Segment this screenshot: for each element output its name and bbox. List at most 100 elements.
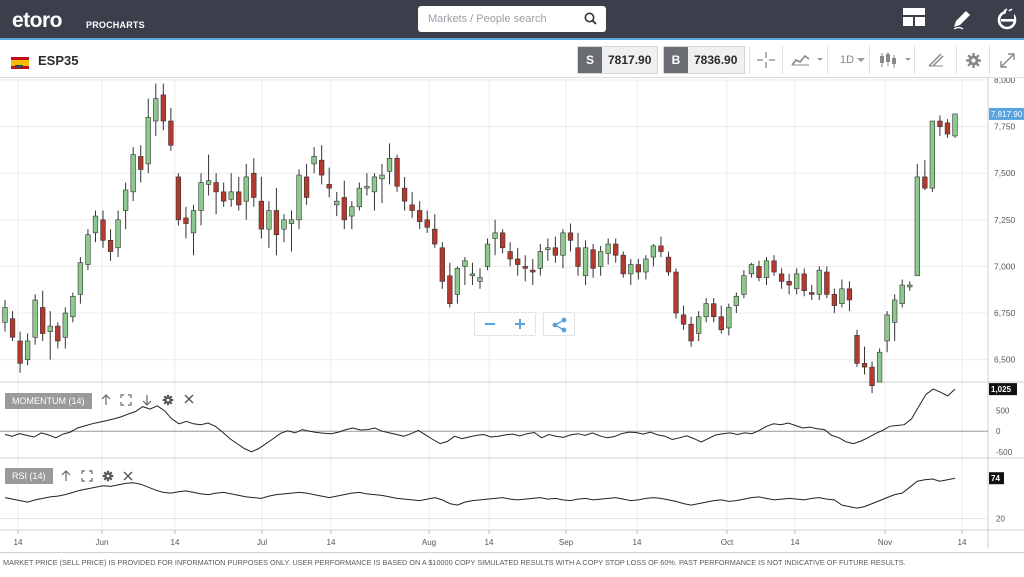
candle-down[interactable] [937,120,943,127]
candle-up[interactable] [62,312,68,338]
candle-up[interactable] [907,284,913,288]
candle-down[interactable] [665,256,672,273]
sell-price-button[interactable]: S 7817.90 [577,46,658,74]
candle-down[interactable] [711,303,717,318]
candle-up[interactable] [929,120,936,189]
close-icon[interactable] [184,394,194,407]
candle-down[interactable] [718,316,724,331]
candle-up[interactable] [145,116,151,165]
crosshair-button[interactable] [749,46,782,74]
candle-down[interactable] [922,176,928,189]
candle-down[interactable] [432,228,438,245]
candle-up[interactable] [122,189,129,211]
candle-down[interactable] [613,243,619,256]
candle-down[interactable] [40,307,46,334]
candle-up[interactable] [115,219,121,249]
candle-up[interactable] [696,316,702,334]
candle-down[interactable] [854,335,860,364]
candle-up[interactable] [545,247,551,250]
candle-down[interactable] [809,292,815,295]
candle-up[interactable] [190,210,197,234]
candle-up[interactable] [454,267,461,295]
candle-down[interactable] [515,258,521,265]
candle-up[interactable] [899,284,905,305]
candle-up[interactable] [364,185,370,189]
candle-down[interactable] [756,266,762,278]
candle-down[interactable] [417,210,423,222]
candle-down[interactable] [771,260,777,273]
drawing-tools-button[interactable] [914,46,956,74]
candle-down[interactable] [507,251,513,260]
candle-up[interactable] [628,264,634,275]
candle-down[interactable] [138,156,144,170]
candle-up[interactable] [484,243,491,267]
candle-up[interactable] [349,206,355,217]
candle-up[interactable] [462,260,468,267]
candle-down[interactable] [499,232,506,249]
candle-down[interactable] [688,323,694,342]
close-icon[interactable] [123,471,133,484]
candle-up[interactable] [597,251,604,267]
candle-up[interactable] [24,340,31,360]
candle-down[interactable] [522,266,528,269]
etoro-logo[interactable]: etoro [12,9,63,33]
candle-up[interactable] [266,210,272,230]
candle-up[interactable] [228,191,234,200]
candle-up[interactable] [386,157,393,172]
candle-down[interactable] [55,325,61,342]
indicator-settings-icon[interactable] [102,470,114,485]
candle-down[interactable] [869,366,875,387]
candle-down[interactable] [17,340,23,364]
maximize-icon[interactable] [81,470,93,485]
candle-up[interactable] [477,277,483,282]
candle-down[interactable] [319,159,325,176]
candle-down[interactable] [236,191,242,206]
share-button[interactable] [543,312,575,336]
candle-down[interactable] [861,363,868,368]
candle-up[interactable] [643,258,649,273]
candle-up[interactable] [334,200,340,206]
candle-up[interactable] [130,154,136,193]
candle-up[interactable] [379,174,385,180]
candle-down[interactable] [658,245,664,252]
candle-up[interactable] [816,269,822,295]
candle-up[interactable] [914,176,920,277]
candle-down[interactable] [786,281,792,286]
candle-up[interactable] [763,260,770,278]
candle-up[interactable] [794,273,800,290]
chart-type-dropdown[interactable] [869,46,914,74]
price-chart[interactable]: 8,000 7,750 7,500 7,250 7,000 6,750 6,500 7,817… [0,78,1024,552]
candle-down[interactable] [620,254,626,275]
candle-down[interactable] [303,176,310,198]
candle-up[interactable] [884,314,890,342]
candle-down[interactable] [401,187,408,202]
candle-up[interactable] [32,299,38,338]
candle-up[interactable] [92,215,99,234]
candle-up[interactable] [537,251,543,269]
candle-up[interactable] [153,98,159,122]
candle-down[interactable] [424,219,430,228]
candle-down[interactable] [183,217,189,224]
move-up-icon[interactable] [101,394,111,409]
candle-down[interactable] [213,182,219,193]
candle-up[interactable] [952,113,958,137]
rsi-indicator-label[interactable]: RSI (14) [5,468,53,484]
timeframe-dropdown[interactable]: 1D [827,46,869,74]
candle-up[interactable] [733,295,739,306]
candle-down[interactable] [107,240,114,252]
candle-up[interactable] [70,295,76,318]
candle-down[interactable] [394,157,400,187]
candle-down[interactable] [846,288,853,301]
candle-down[interactable] [590,249,596,269]
indicator-settings-icon[interactable] [162,394,174,409]
candle-up[interactable] [492,232,498,239]
layout-icon[interactable] [903,8,927,30]
draw-pencil-icon[interactable] [951,8,975,30]
buy-price-button[interactable]: B 7836.90 [663,46,745,74]
candle-down[interactable] [221,191,227,202]
candle-down[interactable] [831,294,838,306]
candle-down[interactable] [824,271,830,295]
candle-up[interactable] [650,245,657,258]
candle-up[interactable] [47,325,53,332]
move-down-icon[interactable] [142,394,152,409]
